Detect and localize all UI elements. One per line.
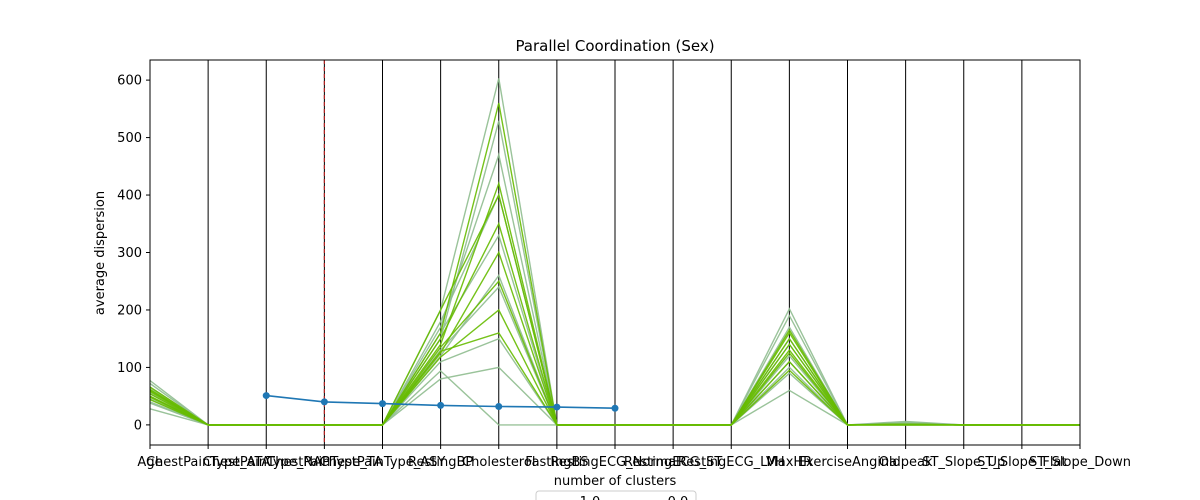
y-tick-label-0: 0 xyxy=(134,418,142,433)
y-tick-label-5: 500 xyxy=(117,131,142,146)
x-tick-label-14: ST_Slope_Up xyxy=(922,455,1005,470)
x-tick-label-11: MaxHR xyxy=(767,455,813,470)
y-axis-label: average dispersion xyxy=(93,191,108,315)
y-ticks: 0 100 200 300 400 500 600 xyxy=(117,74,150,433)
x-tick-label-15: ST_Slope_Flat xyxy=(977,455,1066,470)
x-tick-label-5: RestingBP xyxy=(408,455,473,470)
x-tick-label-6: Cholesterol xyxy=(462,455,535,470)
series-line-17 xyxy=(149,221,1080,426)
mean-point-2 xyxy=(379,400,386,408)
x-tick-label-16: ST_Slope_Down xyxy=(1029,455,1131,470)
x-ticks: AgeChestPainType_ATAChestPainType_NAPChe… xyxy=(137,445,1131,470)
x-tick-label-3: ChestPainType_TA xyxy=(266,455,383,470)
x-tick-label-10: RestingECG_LVH xyxy=(678,455,785,470)
series-lines xyxy=(149,78,1080,426)
x-tick-label-13: Oldpeak xyxy=(879,455,933,470)
mean-point-4 xyxy=(495,403,503,410)
vertical-axes xyxy=(149,60,1081,445)
x-tick-label-12: ExerciseAngina xyxy=(798,455,897,470)
x-tick-label-9: RestingECG_ST xyxy=(624,455,723,470)
y-tick-label-3: 300 xyxy=(117,246,142,261)
mean-point-6 xyxy=(611,404,619,412)
x-tick-label-7: FastingBS xyxy=(525,455,588,470)
legend: 1.0 0.0 xyxy=(535,490,697,500)
x-tick-label-0: Age xyxy=(137,455,162,470)
mean-line xyxy=(262,392,619,412)
legend-box xyxy=(535,490,697,500)
x-tick-label-1: ChestPainType_ATA xyxy=(146,455,270,470)
mean-point-5 xyxy=(553,403,561,411)
x-tick-label-8: RestingECG_Normal xyxy=(550,455,679,470)
mean-point-1 xyxy=(320,398,328,406)
legend-entry-0: 1.0 xyxy=(580,495,601,500)
y-tick-label-4: 400 xyxy=(117,189,142,204)
legend-entry-1: 0.0 xyxy=(668,495,689,500)
mean-point-3 xyxy=(437,401,445,409)
y-tick-label-6: 600 xyxy=(117,74,142,89)
mean-point-0 xyxy=(262,392,270,400)
chart-title: Parallel Coordination (Sex) xyxy=(515,37,714,55)
x-axis-label: number of clusters xyxy=(554,474,677,489)
x-tick-label-4: ChestPainType_ASY xyxy=(320,455,446,470)
x-tick-label-2: ChestPainType_NAP xyxy=(203,455,330,470)
y-tick-label-1: 100 xyxy=(117,361,142,376)
plot-frame xyxy=(149,59,1081,446)
y-tick-label-2: 200 xyxy=(117,303,142,318)
